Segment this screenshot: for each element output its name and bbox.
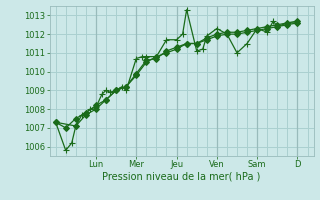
X-axis label: Pression niveau de la mer( hPa ): Pression niveau de la mer( hPa ): [102, 172, 261, 182]
